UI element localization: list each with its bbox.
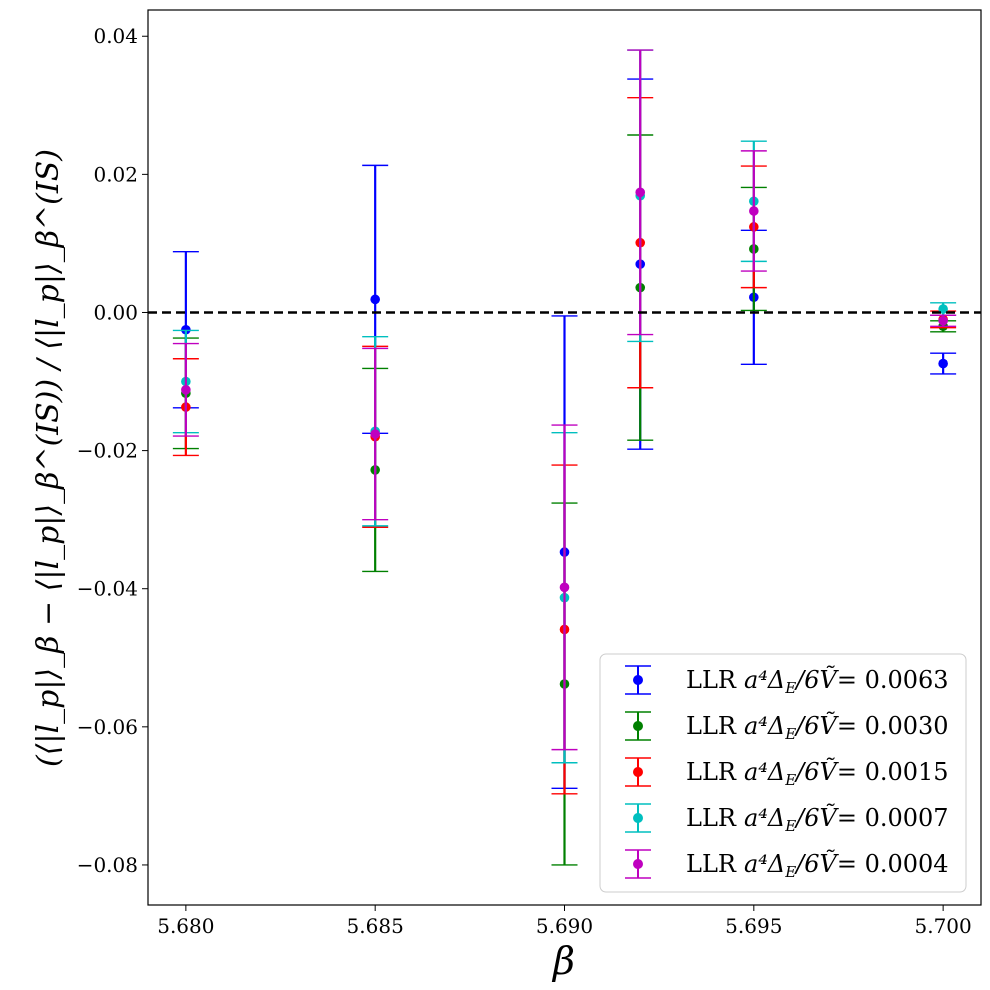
x-tick-label: 5.690 <box>536 914 593 938</box>
legend-marker-icon <box>633 721 643 731</box>
data-point <box>559 582 570 593</box>
y-tick-label: 0.00 <box>93 300 138 324</box>
y-tick-label: −0.06 <box>77 715 138 739</box>
y-tick-label: −0.02 <box>77 439 138 463</box>
legend-label-part: a⁴Δ <box>744 666 785 694</box>
legend-label-part: = 0.0015 <box>837 758 949 786</box>
legend-label-part: /6Ṽ <box>794 803 839 832</box>
x-tick-label: 5.700 <box>915 914 972 938</box>
plot-area <box>148 49 981 866</box>
legend-label-part: /6Ṽ <box>794 849 839 878</box>
legend-marker-icon <box>633 859 643 869</box>
legend-label-part: = 0.0063 <box>837 666 949 694</box>
legend-label-part: E <box>784 771 796 789</box>
legend-label: LLR a⁴ΔE/6Ṽ= 0.0030 <box>686 711 949 743</box>
x-tick-label: 5.680 <box>157 914 214 938</box>
legend-label: LLR a⁴ΔE/6Ṽ= 0.0007 <box>686 803 949 835</box>
legend-label-part: /6Ṽ <box>794 665 839 694</box>
legend-label-part: /6Ṽ <box>794 757 839 786</box>
legend-frame <box>599 653 967 893</box>
legend-label-part: LLR <box>686 804 737 832</box>
legend-entry: LLR a⁴ΔE/6Ṽ= 0.0007 <box>625 803 949 835</box>
series-5 <box>172 49 957 751</box>
legend-label-part: LLR <box>686 666 737 694</box>
legend-label-part: E <box>784 679 796 697</box>
legend-label-part: a⁴Δ <box>744 712 785 740</box>
data-point <box>749 206 759 216</box>
data-point <box>370 294 380 305</box>
y-tick-label: 0.04 <box>93 24 138 48</box>
y-axis-label: (⟨|l_p|⟩_β − ⟨|l_p|⟩_β^(IS)) / ⟨|l_p|⟩_β… <box>31 149 66 767</box>
y-tick-label: −0.08 <box>77 853 138 877</box>
legend-entry: LLR a⁴ΔE/6Ṽ= 0.0004 <box>625 849 949 881</box>
legend-label-part: LLR <box>686 758 737 786</box>
legend-label: LLR a⁴ΔE/6Ṽ= 0.0004 <box>686 849 949 881</box>
x-tick-label: 5.695 <box>725 914 782 938</box>
legend-label-part: LLR <box>686 850 737 878</box>
legend-label-part: LLR <box>686 712 737 740</box>
legend-entry: LLR a⁴ΔE/6Ṽ= 0.0015 <box>625 757 949 789</box>
legend-marker-icon <box>633 675 643 685</box>
legend-label-part: a⁴Δ <box>744 850 785 878</box>
x-axis: 5.680 5.685 5.690 5.695 5.700 <box>157 905 972 938</box>
data-point <box>938 358 948 369</box>
legend-label-part: /6Ṽ <box>794 711 839 740</box>
legend-label: LLR a⁴ΔE/6Ṽ= 0.0015 <box>686 757 949 789</box>
y-tick-label: −0.04 <box>77 577 138 601</box>
legend-label-part: = 0.0007 <box>837 804 949 832</box>
legend-label-part: a⁴Δ <box>744 804 785 832</box>
legend-label-part: E <box>784 725 796 743</box>
legend-label-part: E <box>784 817 796 835</box>
legend-entry: LLR a⁴ΔE/6Ṽ= 0.0030 <box>625 711 949 743</box>
x-tick-label: 5.685 <box>347 914 404 938</box>
legend-label-part: = 0.0004 <box>837 850 949 878</box>
legend-label-part: = 0.0030 <box>837 712 949 740</box>
data-point <box>181 385 191 395</box>
y-tick-label: 0.02 <box>93 162 138 186</box>
data-point <box>635 187 646 198</box>
legend-label: LLR a⁴ΔE/6Ṽ= 0.0063 <box>686 665 949 697</box>
x-axis-label: β <box>551 939 575 983</box>
legend-label-part: E <box>784 863 796 881</box>
legend-marker-icon <box>633 813 643 823</box>
legend-marker-icon <box>633 767 643 777</box>
legend-label-part: a⁴Δ <box>744 758 785 786</box>
data-point <box>938 315 948 326</box>
y-axis: 0.04 0.02 0.00 −0.02 −0.04 −0.06 −0.08 <box>77 24 148 877</box>
data-point <box>370 429 380 439</box>
legend-entry: LLR a⁴ΔE/6Ṽ= 0.0063 <box>625 665 949 697</box>
